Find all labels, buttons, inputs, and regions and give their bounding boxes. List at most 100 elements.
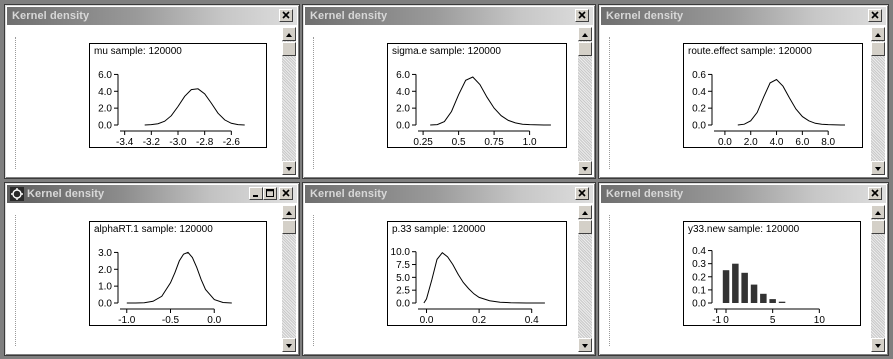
vertical-scrollbar[interactable]	[578, 205, 592, 352]
x-tick-label: 0.25	[413, 137, 433, 147]
title-bar[interactable]: Kernel density	[601, 185, 886, 203]
close-button[interactable]	[279, 9, 293, 22]
x-tick-label: 0.0	[718, 137, 732, 147]
scroll-up-button[interactable]	[282, 27, 296, 41]
maximize-button[interactable]	[263, 187, 277, 200]
plot-label: route.effect sample: 120000	[688, 46, 812, 57]
arrow-up-icon	[286, 211, 292, 215]
density-chart: 0.0 0.2 0.4 0.6 0.0 2.0 4.0 6.0 8.0	[692, 70, 845, 148]
arrow-up-icon	[286, 33, 292, 37]
bar	[722, 270, 730, 303]
window-client: mu sample: 120000 0.0 2.0 4.0 6.0 -3.4 -3.2 -3…	[9, 27, 295, 175]
scroll-up-button[interactable]	[578, 27, 592, 41]
title-bar[interactable]: Kernel density	[7, 185, 297, 203]
kernel-density-window-y33-new[interactable]: Kernel density y33.new sample: 120000 0.…	[598, 182, 889, 356]
x-tick-label: -3.4	[116, 137, 134, 147]
scroll-down-button[interactable]	[282, 338, 296, 352]
close-button[interactable]	[868, 9, 882, 22]
y-tick-label: 0.2	[692, 104, 706, 115]
kernel-density-window-route-effect[interactable]: Kernel density route.effect sample: 1200…	[598, 4, 889, 179]
y-tick-label: 6.0	[98, 70, 112, 81]
close-button[interactable]	[575, 187, 589, 200]
title-bar[interactable]: Kernel density	[305, 7, 593, 25]
close-button[interactable]	[279, 187, 293, 200]
scroll-thumb[interactable]	[871, 42, 885, 56]
y-tick-label: 0.3	[692, 259, 706, 270]
vertical-scrollbar[interactable]	[282, 205, 296, 352]
vertical-scrollbar[interactable]	[871, 27, 885, 175]
scroll-up-button[interactable]	[578, 205, 592, 219]
x-tick-label: -0.5	[162, 315, 180, 325]
plot-area: mu sample: 120000 0.0 2.0 4.0 6.0 -3.4 -3.2 -3…	[89, 43, 267, 148]
close-button[interactable]	[575, 9, 589, 22]
x-tick-label: -1	[712, 315, 721, 325]
y-tick-label: 10.0	[391, 247, 411, 258]
density-chart: 0.0 2.0 4.0 6.0 -3.4 -3.2 -3.0 -2.8 -2.6	[98, 70, 245, 148]
close-icon	[578, 189, 586, 197]
minimize-button[interactable]	[249, 187, 263, 200]
density-line	[423, 252, 545, 304]
arrow-down-icon	[286, 344, 292, 348]
close-icon	[871, 189, 879, 197]
arrow-down-icon	[582, 167, 588, 171]
scroll-down-button[interactable]	[871, 338, 885, 352]
arrow-down-icon	[875, 167, 881, 171]
scroll-down-button[interactable]	[871, 161, 885, 175]
x-tick-label: 0.5	[452, 137, 466, 147]
close-icon	[282, 189, 290, 197]
y-tick-label: 3.0	[98, 248, 112, 259]
y-tick-label: 5.0	[396, 273, 410, 284]
x-tick-label: -3.2	[143, 137, 161, 147]
scroll-up-button[interactable]	[282, 205, 296, 219]
app-icon[interactable]	[10, 187, 24, 201]
scroll-thumb[interactable]	[282, 42, 296, 56]
scroll-thumb[interactable]	[871, 220, 885, 234]
kernel-density-window-alphart1[interactable]: Kernel density alphaRT.1 sample: 120000 …	[4, 182, 300, 356]
arrow-up-icon	[875, 211, 881, 215]
x-tick-label: -1.0	[118, 315, 136, 325]
y-tick-label: 0.1	[692, 285, 706, 296]
window-title: Kernel density	[606, 188, 684, 200]
arrow-up-icon	[582, 211, 588, 215]
x-tick-label: 6.0	[795, 137, 809, 147]
density-line	[144, 88, 245, 126]
title-bar[interactable]: Kernel density	[305, 185, 593, 203]
arrow-down-icon	[582, 344, 588, 348]
dotted-divider	[313, 37, 314, 169]
x-tick-label: 1.0	[523, 137, 537, 147]
kernel-density-window-p33[interactable]: Kernel density p.33 sample: 120000 0.0 2.…	[302, 182, 596, 356]
vertical-scrollbar[interactable]	[578, 27, 592, 175]
y-tick-label: 6.0	[396, 70, 410, 81]
y-tick-label: 4.0	[98, 87, 112, 98]
kernel-density-window-mu[interactable]: Kernel density mu sample: 120000 0.0 2.0 4…	[4, 4, 300, 179]
kernel-density-window-sigma-e[interactable]: Kernel density sigma.e sample: 120000 0.…	[302, 4, 596, 179]
scroll-up-button[interactable]	[871, 205, 885, 219]
x-tick-label: 2.0	[744, 137, 758, 147]
arrow-down-icon	[875, 344, 881, 348]
scroll-thumb[interactable]	[282, 220, 296, 234]
vertical-scrollbar[interactable]	[871, 205, 885, 352]
density-line	[737, 78, 845, 126]
window-client: route.effect sample: 120000 0.0 0.2 0.4 0.6…	[603, 27, 884, 175]
density-line	[430, 76, 551, 126]
density-line	[126, 251, 232, 304]
scroll-thumb[interactable]	[578, 220, 592, 234]
scroll-down-button[interactable]	[578, 338, 592, 352]
window-client: alphaRT.1 sample: 120000 0.0 1.0 2.0 3.0 -1.…	[9, 205, 295, 352]
scroll-thumb[interactable]	[578, 42, 592, 56]
bar	[778, 301, 786, 303]
x-tick-label: 0	[723, 315, 729, 325]
scroll-up-button[interactable]	[871, 27, 885, 41]
window-title: Kernel density	[310, 188, 388, 200]
scroll-down-button[interactable]	[578, 161, 592, 175]
vertical-scrollbar[interactable]	[282, 27, 296, 175]
scroll-down-button[interactable]	[282, 161, 296, 175]
window-title: Kernel density	[310, 10, 388, 22]
bar-chart: 0.0 0.1 0.2 0.3 0.4 -1 0 5 10	[692, 246, 825, 326]
bar	[732, 263, 739, 303]
title-bar[interactable]: Kernel density	[7, 7, 297, 25]
close-button[interactable]	[868, 187, 882, 200]
density-chart: 0.0 2.5 5.0 7.5 10.0 0.0 0.2 0.4	[391, 247, 545, 326]
window-client: sigma.e sample: 120000 0.0 2.0 4.0 6.0 0.25 0…	[307, 27, 591, 175]
title-bar[interactable]: Kernel density	[601, 7, 886, 25]
